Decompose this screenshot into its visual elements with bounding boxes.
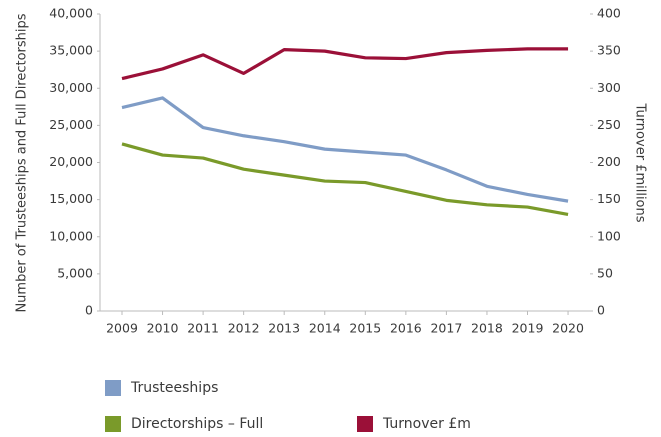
y-tick-label: 20,000: [49, 154, 93, 169]
legend-swatch: [105, 416, 121, 432]
y2-tick-label: 300: [597, 80, 621, 95]
y2-tick-label: 100: [597, 228, 621, 243]
series-line: [121, 96, 569, 203]
y-tick-label: 15,000: [49, 191, 93, 206]
y2-tick-label: 200: [597, 154, 621, 169]
x-tick-label: 2015: [349, 321, 381, 336]
y2-tick-label: 400: [597, 6, 621, 21]
x-tick-label: 2010: [147, 321, 179, 336]
x-tick-label: 2011: [187, 321, 219, 336]
y2-tick-label: 350: [597, 43, 621, 58]
legend-swatch: [105, 380, 121, 396]
x-tick-label: 2018: [471, 321, 503, 336]
y-tick-label: 35,000: [49, 43, 93, 58]
y-tick-label: 40,000: [49, 6, 93, 21]
x-tick-label: 2014: [309, 321, 341, 336]
x-tick-label: 2009: [106, 321, 138, 336]
x-tick-label: 2016: [390, 321, 422, 336]
legend-label: Directorships – Full: [131, 416, 263, 432]
legend-label: Trusteeships: [130, 380, 218, 396]
x-tick-label: 2020: [552, 321, 584, 336]
series-line: [121, 47, 569, 81]
x-tick-label: 2012: [228, 321, 260, 336]
y-tick-label: 10,000: [49, 228, 93, 243]
x-tick-label: 2017: [430, 321, 462, 336]
x-tick-label: 2013: [268, 321, 300, 336]
y-tick-label: 25,000: [49, 117, 93, 132]
y2-tick-label: 50: [597, 265, 613, 280]
legend-label: Turnover £m: [382, 416, 471, 432]
y-axis-label: Number of Trusteeships and Full Director…: [15, 13, 30, 312]
y2-tick-label: 150: [597, 191, 621, 206]
y-tick-label: 5,000: [57, 265, 93, 280]
y-tick-label: 0: [85, 303, 93, 318]
x-tick-label: 2019: [512, 321, 544, 336]
y-tick-label: 30,000: [49, 80, 93, 95]
legend-swatch: [357, 416, 373, 432]
y2-tick-label: 250: [597, 117, 621, 132]
series-line: [121, 142, 569, 217]
y2-tick-label: 0: [597, 303, 605, 318]
y2-axis-label: Turnover £millions: [633, 102, 648, 222]
